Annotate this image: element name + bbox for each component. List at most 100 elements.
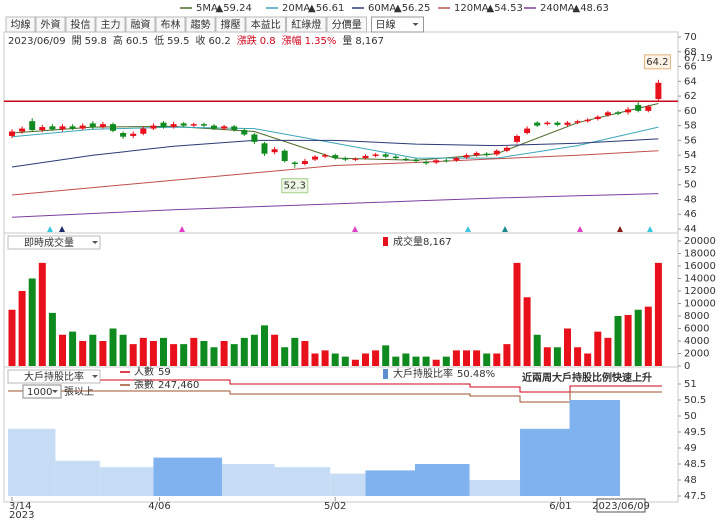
y-tick-label: 60 <box>684 106 697 117</box>
candle-body <box>402 158 409 160</box>
legend-value: ▲56.25 <box>394 3 430 14</box>
toolbar-button[interactable] <box>326 16 367 33</box>
y-tick-label: 18000 <box>684 249 716 260</box>
info-value: 59.8 <box>85 36 107 47</box>
holding-step <box>55 460 100 496</box>
holding-step <box>274 467 331 496</box>
threshold-select-label[interactable]: 1000 <box>27 387 52 398</box>
toolbar-button[interactable] <box>95 16 126 33</box>
toolbar-button[interactable] <box>286 16 327 33</box>
toolbar-button-label[interactable]: 趨勢 <box>191 18 211 31</box>
info-label: 量 <box>342 35 352 47</box>
legend-name: 人數 <box>134 365 154 378</box>
y-tick-label: 48.5 <box>684 459 706 470</box>
volume-bar <box>483 353 491 366</box>
y-tick-label: 12000 <box>684 286 716 297</box>
indicator-select-label[interactable]: 大戶持股比率 <box>24 370 84 383</box>
legend-name: 大戶持股比率 <box>393 367 453 380</box>
volume-bar <box>18 291 26 366</box>
toolbar-button-label[interactable]: 布林 <box>161 18 181 31</box>
candle-body <box>110 124 116 131</box>
ma-line <box>11 150 659 196</box>
legend-value: ▲48.63 <box>573 3 609 14</box>
toolbar-button-label[interactable]: 撐壓 <box>221 18 241 31</box>
legend-name: 120MA <box>454 3 489 14</box>
info-label: 漲跌 <box>237 34 257 47</box>
toolbar-button[interactable] <box>35 16 66 33</box>
volume-bar <box>79 341 87 366</box>
candle-body <box>301 161 308 165</box>
volume-bar <box>119 334 127 366</box>
holding-step <box>520 428 570 496</box>
y-tick-label: 58 <box>684 121 697 132</box>
volume-bar <box>473 350 481 366</box>
threshold-select[interactable] <box>22 384 62 399</box>
candle-body <box>140 128 147 134</box>
volume-bar <box>69 331 77 366</box>
toolbar-button[interactable] <box>245 16 286 33</box>
y-tick-label: 6000 <box>684 324 709 335</box>
indicator-select[interactable] <box>7 369 101 384</box>
holding-step <box>330 473 366 496</box>
toolbar-button-label[interactable]: 分價量 <box>332 18 362 31</box>
y-tick-label: 48 <box>684 475 697 486</box>
period-select-label[interactable]: 日線 <box>376 18 396 31</box>
indicator-select[interactable] <box>7 235 101 250</box>
candle-body <box>69 126 76 129</box>
volume-bar <box>48 312 56 366</box>
toolbar-button-label[interactable]: 融資 <box>131 19 151 31</box>
x-tick-label: 3/14 <box>9 501 31 512</box>
candle-body <box>514 135 520 142</box>
low-label-box <box>281 178 309 194</box>
toolbar-button[interactable] <box>65 16 96 33</box>
signal-marker <box>502 226 508 232</box>
volume-bar <box>523 297 531 366</box>
holding-step <box>7 428 56 496</box>
candle-body <box>574 121 581 123</box>
volume-bar <box>261 325 268 366</box>
volume-bar <box>321 350 329 366</box>
toolbar-button-label[interactable]: 均線 <box>11 18 31 31</box>
candle-body <box>261 143 268 154</box>
period-select[interactable] <box>371 16 424 33</box>
y-tick-label: 68 <box>684 47 697 58</box>
holding-step <box>414 464 470 496</box>
candle-body <box>150 125 157 129</box>
candle-body <box>564 122 571 125</box>
legend-value: ▲59.24 <box>216 3 252 14</box>
signal-marker <box>647 226 653 232</box>
toolbar-button[interactable] <box>185 16 216 33</box>
y-tick-label: 50 <box>684 411 697 422</box>
holding-step <box>469 480 521 496</box>
toolbar-button-label[interactable]: 投信 <box>71 18 91 31</box>
y-tick-label: 70 <box>684 32 697 43</box>
toolbar-button-label[interactable]: 本益比 <box>251 18 281 31</box>
volume-bar <box>230 344 238 366</box>
toolbar-button[interactable] <box>215 16 246 33</box>
toolbar-button[interactable] <box>155 16 186 33</box>
holding-legend: 張數 247,460 <box>134 378 199 391</box>
candle-body <box>120 133 127 137</box>
select-arrow <box>92 375 98 378</box>
toolbar-button[interactable] <box>5 16 36 33</box>
volume-bar <box>311 353 319 366</box>
volume-bar <box>392 356 400 366</box>
volume-bar <box>281 347 289 366</box>
candle-body <box>423 161 430 164</box>
toolbar-button-label[interactable]: 主力 <box>101 18 121 31</box>
info-date: 2023/06/09 <box>8 36 66 47</box>
annotation: 近兩周大戶持股比例快速上升 <box>522 371 652 384</box>
y-tick-label: 64 <box>684 76 697 87</box>
indicator-select-label[interactable]: 即時成交量 <box>24 236 74 249</box>
toolbar-button-label[interactable]: 外資 <box>41 19 61 31</box>
candle-body <box>49 126 56 130</box>
toolbar-button-label[interactable]: 紅綠燈 <box>291 19 321 31</box>
price-info: 2023/06/09 開 59.8 高 60.5 低 59.5 收 60.2 漲跌 0.8 漲幅 1.3… <box>8 34 384 47</box>
toolbar-button[interactable] <box>125 16 156 33</box>
candle-body <box>59 126 66 130</box>
y-tick-label: 16000 <box>684 261 716 272</box>
volume-bar <box>200 341 208 366</box>
legend-value: 50.48% <box>457 369 495 380</box>
y-tick-label: 46 <box>684 209 697 220</box>
